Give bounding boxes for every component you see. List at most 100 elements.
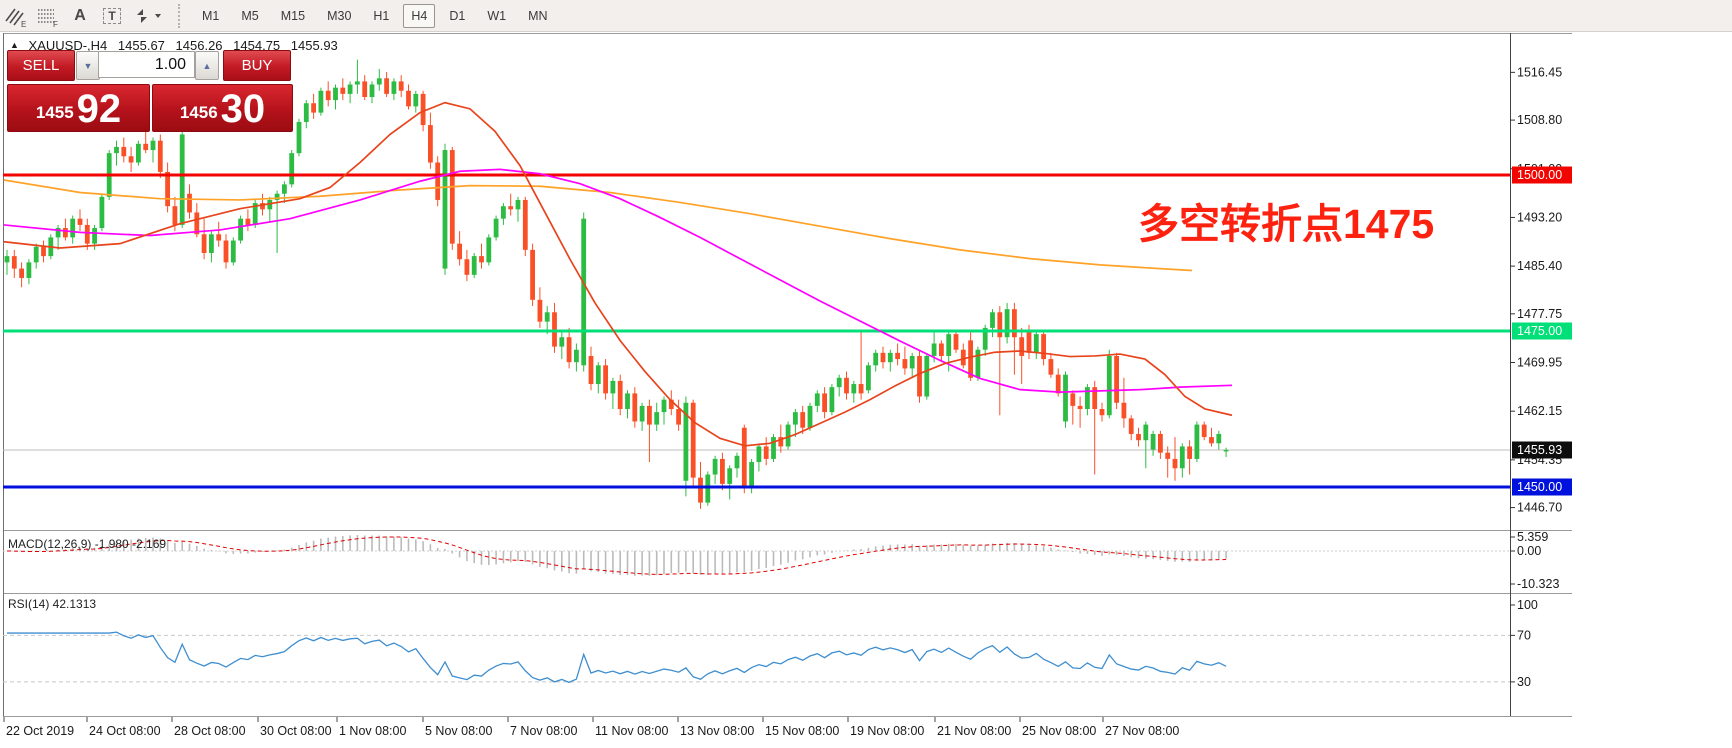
candle-body — [428, 125, 433, 163]
moving-averages-layer — [3, 101, 1233, 447]
tab-timeframe-M1[interactable]: M1 — [202, 8, 220, 23]
candle-body — [1099, 409, 1105, 416]
fibonacci-grid-icon[interactable]: F — [35, 4, 61, 28]
candle-body — [420, 93, 426, 126]
rsi-line — [7, 631, 1227, 684]
candle-body — [975, 349, 981, 378]
tab-timeframe-H4[interactable]: H4 — [403, 3, 436, 28]
time-axis-label: 5 Nov 08:00 — [425, 724, 492, 738]
tab-timeframe-MN[interactable]: MN — [528, 8, 548, 23]
candle-body — [157, 140, 163, 172]
one-click-trading-panel: SELL ▼ ▲ BUY 1455 92 1456 30 — [5, 50, 293, 132]
candle-body — [741, 427, 747, 487]
candle-body — [501, 206, 506, 219]
candle-body — [70, 218, 76, 238]
candle-body — [33, 246, 39, 263]
time-axis[interactable]: 22 Oct 2019 24 Oct 08:00 28 Oct 08:00 30 Oc… — [3, 717, 1179, 738]
candle-body — [486, 237, 492, 263]
price-axis-label: 1469.95 — [1517, 356, 1562, 370]
candle-body — [544, 312, 550, 322]
candle-body — [917, 355, 922, 397]
text-label-icon[interactable]: T — [99, 4, 125, 28]
candle-body — [406, 90, 411, 107]
candle-body — [260, 203, 265, 210]
candle-body — [442, 150, 448, 269]
candle-body — [690, 402, 696, 478]
tab-timeframe-H1[interactable]: H1 — [373, 8, 390, 23]
candle-body — [960, 349, 966, 366]
candle-body — [902, 359, 908, 369]
time-axis-label: 15 Nov 08:00 — [765, 724, 839, 738]
candle-body — [99, 196, 105, 229]
sell-button[interactable]: SELL — [7, 50, 75, 81]
tab-timeframe-D1[interactable]: D1 — [449, 8, 466, 23]
candle-body — [63, 228, 68, 238]
candle-body — [19, 268, 24, 278]
buy-price-box[interactable]: 1456 30 — [152, 84, 293, 132]
time-axis-label: 25 Nov 08:00 — [1022, 724, 1096, 738]
price-chart[interactable]: 1516.451508.801501.001493.201485.401477.… — [0, 32, 1580, 748]
timeframe-group: M1 M5 M15 M30 H1 H4 D1 W1 MN — [194, 3, 556, 28]
candle-body — [347, 84, 353, 94]
candle-body — [1085, 387, 1090, 409]
tab-timeframe-M5[interactable]: M5 — [241, 8, 259, 23]
candle-body — [362, 81, 368, 97]
open-value: 1455.67 — [117, 38, 165, 53]
candle-body — [252, 203, 258, 225]
low-value: 1454.75 — [233, 38, 281, 53]
candle-body — [274, 193, 280, 200]
candle-body — [413, 93, 419, 107]
candle-body — [311, 103, 316, 113]
candle-body — [574, 349, 579, 363]
price-axis-label: 1446.70 — [1517, 501, 1562, 515]
candle-body — [895, 352, 900, 360]
candle-body — [398, 81, 404, 91]
candle-body — [997, 312, 1003, 338]
price-badge-value: 1500.00 — [1517, 168, 1562, 182]
candle-body — [931, 343, 937, 356]
candle-body — [303, 103, 309, 122]
candle-body — [84, 224, 90, 244]
draw-objects-icon[interactable]: E — [3, 4, 29, 28]
candle-body — [1063, 374, 1068, 422]
volume-input[interactable] — [98, 51, 195, 78]
price-badge-value: 1475.00 — [1517, 324, 1562, 338]
candle-body — [1070, 393, 1076, 406]
candle-body — [1033, 334, 1039, 353]
tab-timeframe-M15[interactable]: M15 — [280, 8, 306, 23]
candle-body — [333, 87, 338, 101]
candle-body — [1048, 359, 1054, 375]
candle-body — [435, 162, 441, 200]
cycle-lines-icon[interactable] — [131, 4, 165, 28]
tab-timeframe-M30[interactable]: M30 — [327, 8, 352, 23]
price-badge — [1512, 441, 1572, 459]
candle-body — [581, 218, 587, 366]
horizontal-lines-layer[interactable] — [3, 173, 1510, 489]
candle-body — [632, 393, 638, 422]
pane-borders — [3, 33, 1572, 717]
candle-body — [756, 446, 762, 463]
symbol-collapse-icon[interactable]: ▲ — [10, 40, 19, 50]
candle-body — [41, 246, 46, 257]
candle-body — [128, 156, 134, 163]
macd-axis-label: 5.359 — [1517, 530, 1548, 544]
rsi-axis-label: 30 — [1517, 675, 1531, 689]
text-icon[interactable]: A — [74, 6, 86, 24]
tab-timeframe-W1[interactable]: W1 — [487, 8, 507, 23]
candle-body — [647, 405, 652, 425]
candle-body — [698, 477, 703, 503]
candle-body — [1223, 449, 1229, 452]
sell-price-box[interactable]: 1455 92 — [7, 84, 150, 132]
svg-text:F: F — [53, 20, 58, 28]
buy-button[interactable]: BUY — [223, 50, 291, 81]
candle-body — [705, 474, 711, 503]
rsi-indicator-label: RSI(14) 42.1313 — [8, 597, 97, 611]
volume-increase-button[interactable]: ▲ — [195, 51, 219, 80]
candle-body — [230, 240, 236, 263]
candle-body — [1106, 355, 1112, 416]
candle-body — [566, 337, 572, 363]
candle-body — [807, 405, 813, 428]
volume-decrease-button[interactable]: ▼ — [76, 51, 100, 80]
candle-body — [887, 352, 893, 363]
sell-price-pips: 92 — [76, 87, 122, 131]
